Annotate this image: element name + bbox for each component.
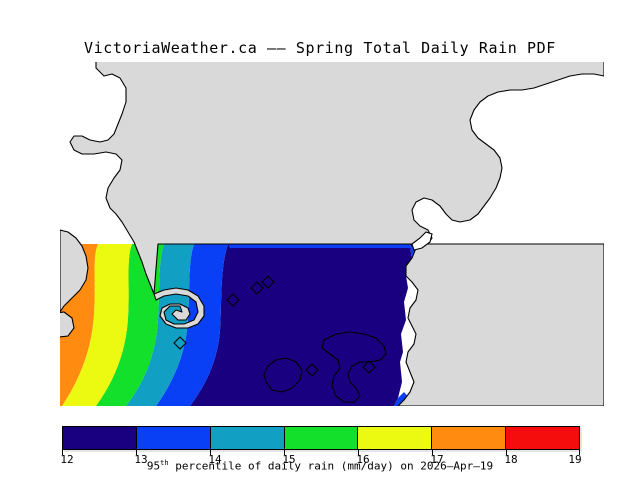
land-masses — [60, 62, 604, 406]
colorbar-tick — [579, 450, 583, 455]
colorbar-tick-label: 14 — [208, 453, 222, 466]
diamond-marker[interactable] — [305, 363, 319, 377]
colorbar-tick — [136, 450, 140, 455]
colorbar-tick-label: 17 — [430, 453, 444, 466]
caption-superscript: th — [160, 459, 169, 467]
map-plot-area[interactable] — [60, 62, 604, 406]
bay-peninsula-west — [153, 287, 205, 329]
colorbar[interactable] — [62, 426, 580, 450]
contour-band-13-14-north-strip — [228, 244, 410, 248]
colorbar-tick-label: 15 — [282, 453, 296, 466]
colorbar-tick — [358, 450, 362, 455]
colorbar-band-14-15[interactable] — [210, 427, 285, 449]
contour-band-12-13 — [190, 244, 412, 406]
colorbar-band-12-13[interactable] — [63, 427, 137, 449]
colorbar-band-13-14[interactable] — [136, 427, 211, 449]
colorbar-tick — [62, 450, 66, 455]
caption-suffix: percentile of daily rain (mm/day) on 202… — [168, 459, 494, 473]
island-south — [263, 357, 303, 393]
contour-band-14-15 — [126, 244, 194, 406]
colorbar-band-18-19[interactable] — [506, 427, 580, 449]
peninsula-west — [60, 229, 89, 313]
diamond-marker[interactable] — [226, 293, 240, 307]
diamond-marker[interactable] — [173, 336, 187, 350]
colorbar-band-16-17[interactable] — [358, 427, 433, 449]
colorbar-tick-label: 13 — [134, 453, 148, 466]
contour-band-15-16 — [96, 244, 164, 406]
colorbar-band-15-16[interactable] — [284, 427, 359, 449]
colorbar-tick-label: 12 — [60, 453, 74, 466]
colorbar-tick — [432, 450, 436, 455]
colorbar-tick-label: 19 — [568, 453, 582, 466]
inlet-north — [411, 231, 433, 251]
island-east-outline — [321, 331, 387, 403]
diamond-marker[interactable] — [362, 360, 376, 374]
colorbar-ticks: 12 13 14 15 16 17 18 19 — [60, 450, 583, 466]
page-title: VictoriaWeather.ca —— Spring Total Daily… — [84, 39, 556, 57]
coast-knob-west — [60, 311, 75, 338]
colorbar-band-17-18[interactable] — [432, 427, 507, 449]
colorbar-tick — [506, 450, 510, 455]
station-markers[interactable] — [173, 275, 376, 377]
colorbar-tick — [210, 450, 214, 455]
caption-prefix: 95 — [146, 459, 161, 473]
diamond-marker[interactable] — [250, 281, 264, 295]
map-svg — [60, 62, 604, 406]
colorbar-bands[interactable] — [62, 426, 580, 450]
colorbar-tick-label: 16 — [356, 453, 370, 466]
mainland-east — [397, 243, 604, 406]
colorbar-caption: 95th percentile of daily rain (mm/day) o… — [0, 459, 640, 473]
colorbar-tick — [284, 450, 288, 455]
contour-band-16-17 — [62, 244, 132, 406]
colorbar-tick-label: 18 — [504, 453, 518, 466]
diamond-marker[interactable] — [261, 275, 275, 289]
contour-field — [60, 244, 428, 406]
